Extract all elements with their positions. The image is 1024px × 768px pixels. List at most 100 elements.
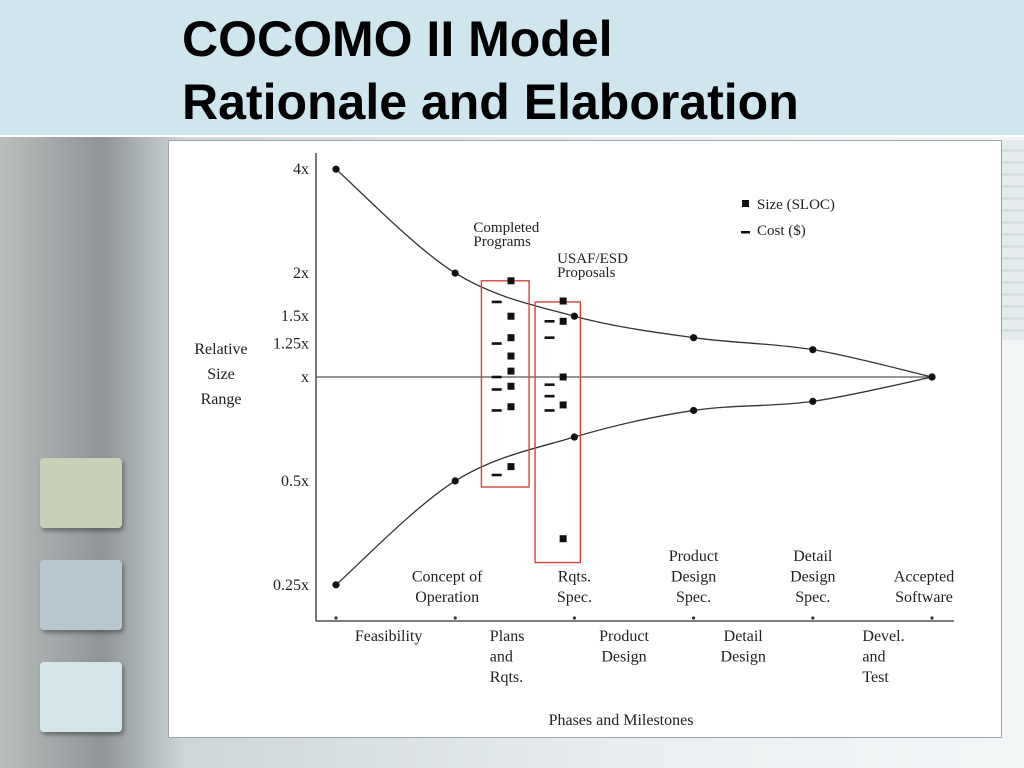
curve-point bbox=[332, 581, 340, 589]
cost-marker bbox=[544, 409, 555, 412]
x-tick-dot bbox=[930, 616, 934, 620]
y-axis-label: Relative bbox=[194, 341, 247, 358]
phase-label: Feasibility bbox=[355, 628, 423, 645]
size-marker bbox=[507, 334, 515, 342]
curve-point bbox=[570, 312, 578, 320]
size-marker bbox=[507, 277, 515, 285]
curve-point bbox=[451, 477, 459, 485]
legend-marker-size bbox=[742, 200, 749, 207]
size-marker bbox=[507, 352, 515, 360]
y-tick-label: 0.25x bbox=[273, 577, 309, 594]
size-marker bbox=[559, 535, 567, 543]
y-tick-label: 4x bbox=[293, 161, 309, 178]
chart-legend: Size (SLOC) Cost ($) bbox=[741, 197, 835, 239]
milestone-label: Product bbox=[669, 548, 719, 565]
y-tick-label: 1.25x bbox=[273, 336, 309, 353]
milestone-label: Accepted bbox=[894, 569, 954, 586]
cost-marker bbox=[491, 473, 502, 477]
slide-header: COCOMO II Model Rationale and Elaboratio… bbox=[0, 0, 1024, 137]
annotation-box bbox=[534, 301, 582, 564]
size-marker bbox=[559, 373, 567, 381]
cost-marker bbox=[491, 300, 502, 304]
phase-label: and bbox=[490, 649, 513, 666]
cost-marker bbox=[544, 336, 555, 339]
size-marker bbox=[559, 317, 567, 325]
milestone-label: Concept of bbox=[412, 569, 483, 586]
size-marker bbox=[507, 403, 515, 411]
y-tick-label: x bbox=[301, 369, 309, 386]
decorative-tile bbox=[40, 662, 122, 732]
cost-marker bbox=[491, 342, 502, 345]
chart-curves bbox=[335, 168, 933, 586]
phase-label: Detail bbox=[724, 628, 764, 645]
phase-label: and bbox=[862, 649, 885, 666]
milestone-label: Spec. bbox=[676, 589, 711, 606]
phase-label: Test bbox=[862, 669, 889, 686]
y-tick-label: 2x bbox=[293, 265, 309, 282]
phase-label: Rqts. bbox=[490, 669, 523, 686]
curve-point bbox=[332, 165, 340, 173]
chart-points bbox=[332, 165, 936, 589]
phase-label: Design bbox=[721, 649, 766, 666]
title-line-1: COCOMO II Model bbox=[182, 11, 613, 67]
chart-axes bbox=[315, 153, 954, 622]
decorative-pattern bbox=[1000, 140, 1024, 340]
x-axis-label: Phases and Milestones bbox=[549, 712, 694, 729]
y-axis-label: Range bbox=[201, 391, 242, 408]
curve-point bbox=[690, 406, 698, 415]
annotation-label: Proposals bbox=[557, 265, 616, 281]
y-tick-label: 1.5x bbox=[281, 308, 309, 325]
x-tick-dot bbox=[334, 616, 338, 620]
legend-label: Cost ($) bbox=[757, 223, 806, 239]
size-marker bbox=[507, 312, 515, 320]
decorative-tile bbox=[40, 560, 122, 630]
cost-marker bbox=[544, 394, 555, 398]
decorative-tile bbox=[40, 458, 122, 528]
cost-marker bbox=[544, 383, 555, 386]
phase-label: Design bbox=[601, 649, 646, 666]
milestone-label: Spec. bbox=[795, 589, 830, 606]
legend-marker-cost bbox=[741, 231, 750, 234]
size-marker bbox=[559, 401, 567, 409]
upper-bound-curve bbox=[335, 168, 933, 378]
phase-label: Product bbox=[599, 628, 649, 645]
curve-point bbox=[690, 334, 698, 342]
annotation-label: Completed bbox=[473, 220, 539, 236]
size-marker bbox=[507, 367, 515, 375]
y-tick-label: 0.5x bbox=[281, 473, 309, 490]
cost-marker bbox=[491, 388, 502, 391]
y-axis-label: Size bbox=[207, 366, 235, 383]
curve-point bbox=[928, 373, 936, 381]
milestone-label: Software bbox=[895, 589, 953, 606]
chart-panel: Completed Programs USAF/ESD Proposals 4x 2x 1… bbox=[168, 140, 1002, 738]
milestone-label: Design bbox=[671, 569, 716, 586]
slide-title: COCOMO II Model Rationale and Elaboratio… bbox=[182, 8, 799, 134]
annotation-label: Programs bbox=[473, 234, 531, 250]
size-marker bbox=[507, 382, 515, 390]
milestone-label: Operation bbox=[415, 589, 479, 606]
curve-point bbox=[570, 433, 578, 441]
lower-bound-curve bbox=[335, 376, 933, 586]
legend-label: Size (SLOC) bbox=[757, 197, 835, 213]
cost-marker bbox=[491, 375, 502, 379]
milestone-label: Rqts. bbox=[558, 569, 591, 586]
x-tick-dot bbox=[692, 616, 696, 620]
x-tick-dot bbox=[453, 616, 457, 620]
annotation-box bbox=[480, 280, 530, 488]
cost-marker bbox=[491, 409, 502, 412]
phase-label: Devel. bbox=[862, 628, 904, 645]
title-line-2: Rationale and Elaboration bbox=[182, 74, 799, 130]
annotation-label: USAF/ESD bbox=[557, 251, 628, 267]
phase-label: Plans bbox=[490, 628, 525, 645]
size-marker bbox=[507, 463, 515, 471]
curve-point bbox=[451, 269, 459, 277]
size-marker bbox=[559, 297, 567, 305]
curve-point bbox=[809, 397, 817, 405]
chart-labels: 4x 2x 1.5x 1.25x x 0.5x 0.25x Relative Size Range… bbox=[194, 161, 954, 729]
curve-point bbox=[809, 346, 817, 354]
cost-marker bbox=[544, 320, 555, 323]
x-tick-dot bbox=[572, 616, 576, 620]
milestone-label: Spec. bbox=[557, 589, 592, 606]
